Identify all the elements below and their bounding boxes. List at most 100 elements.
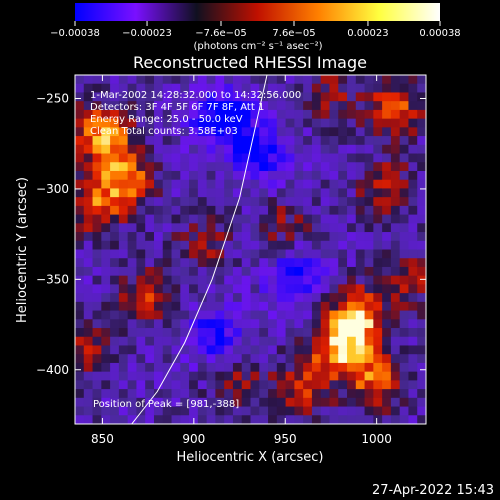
heatmap-cell [241,301,251,312]
heatmap-cell [268,328,278,338]
heatmap-cell [364,144,374,155]
heatmap-cell [110,188,120,198]
heatmap-cell [338,136,348,146]
heatmap-cell [206,258,216,268]
heatmap-cell [101,109,111,120]
heatmap-cell [189,371,199,381]
heatmap-cell [285,170,295,181]
heatmap-cell [320,188,330,198]
heatmap-cell [162,92,173,102]
heatmap-cell [206,415,216,424]
heatmap-cell [294,136,304,146]
heatmap-cell [390,75,401,85]
heatmap-cell [101,249,111,259]
heatmap-cell [303,362,313,373]
heatmap-cell [92,179,102,189]
heatmap-cell [285,275,295,285]
heatmap-cell [197,362,208,373]
heatmap-cell [399,415,409,424]
heatmap-cell [224,284,234,294]
heatmap-cell [338,101,348,111]
heatmap-cell [110,83,120,93]
heatmap-cell [311,153,322,163]
heatmap-cell [180,83,190,93]
heatmap-cell [338,249,348,259]
heatmap-cell [285,362,295,373]
heatmap-cell [75,197,85,207]
heatmap-cell [110,205,120,216]
heatmap-cell [101,301,111,312]
heatmap-cell [83,354,94,364]
heatmap-cell [83,232,94,242]
heatmap-cell [197,223,208,233]
heatmap-cell [399,83,409,93]
heatmap-cell [215,310,225,320]
heatmap-cell [382,127,392,137]
heatmap-cell [127,406,137,416]
heatmap-cell [241,232,251,242]
heatmap-cell [390,153,401,163]
heatmap-cell [294,319,304,329]
heatmap-cell [118,293,129,303]
heatmap-cell [189,301,199,312]
heatmap-cell [215,179,225,189]
heatmap-cell [399,397,409,408]
heatmap-cell [206,328,216,338]
heatmap-cell [285,301,295,312]
heatmap-cell [347,232,357,242]
heatmap-cell [417,293,426,303]
heatmap-cell [294,371,304,381]
heatmap-cell [145,406,155,416]
heatmap-cell [250,249,260,259]
heatmap-cell [189,249,199,259]
heatmap-cell [224,310,234,320]
heatmap-cell [118,336,129,346]
heatmap-cell [329,406,339,416]
heatmap-cell [250,223,260,233]
heatmap-cell [83,162,94,172]
heatmap-cell [382,336,392,346]
heatmap-cell [382,258,392,268]
heatmap-cell [329,92,339,102]
heatmap-cell [294,362,304,373]
heatmap-cell [285,328,295,338]
heatmap-cell [399,153,409,163]
heatmap-cell [259,197,269,207]
heatmap-cell [338,232,348,242]
heatmap-cell [408,249,418,259]
heatmap-cell [75,92,85,102]
heatmap-cell [145,293,155,303]
heatmap-cell [92,118,102,128]
heatmap-cell [250,258,260,268]
heatmap-cell [101,144,111,155]
heatmap-cell [206,249,216,259]
heatmap-cell [382,101,392,111]
heatmap-cell [347,188,357,198]
heatmap-cell [197,293,208,303]
heatmap-cell [75,127,85,137]
heatmap-cell [118,345,129,355]
heatmap-cell [153,266,164,277]
heatmap-cell [110,328,120,338]
heatmap-cell [171,118,181,128]
heatmap-cell [75,258,85,268]
heatmap-cell [285,83,295,93]
heatmap-cell [241,197,251,207]
heatmap-cell [110,397,120,408]
heatmap-cell [171,170,181,181]
heatmap-cell [303,336,313,346]
heatmap-cell [162,354,173,364]
heatmap-cell [110,345,120,355]
heatmap-cell [320,336,330,346]
heatmap-cell [250,415,260,424]
heatmap-cell [417,249,426,259]
heatmap-cell [408,397,418,408]
heatmap-cell [364,284,374,294]
heatmap-cell [232,162,243,172]
heatmap-cell [75,275,85,285]
heatmap-cell [180,232,190,242]
heatmap-cell [127,258,137,268]
heatmap-cell [268,249,278,259]
heatmap-cell [276,162,287,172]
heatmap-cell [241,101,251,111]
